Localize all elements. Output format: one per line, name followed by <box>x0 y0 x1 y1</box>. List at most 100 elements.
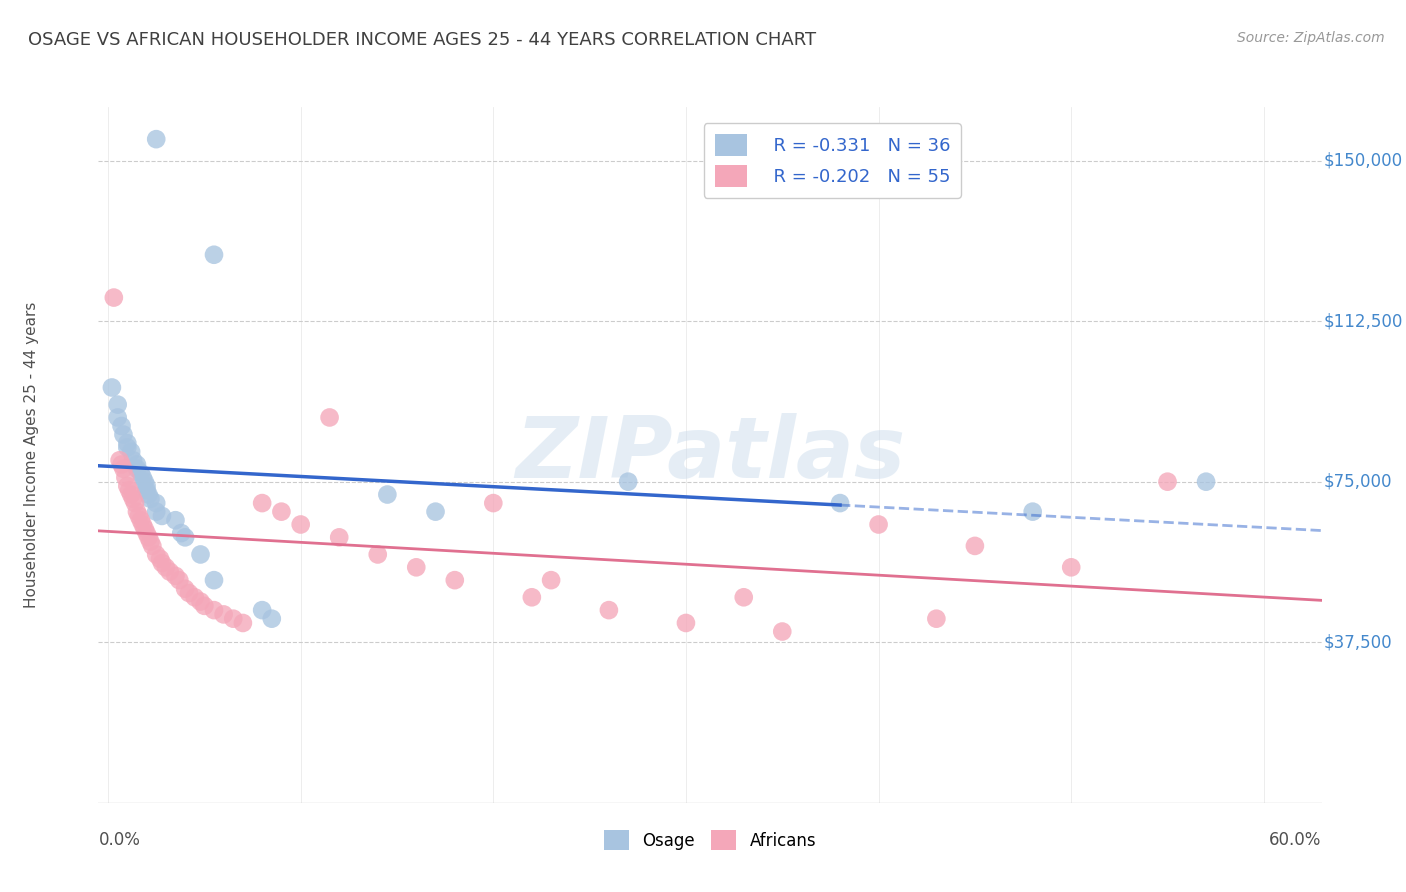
Point <box>117 479 139 493</box>
Point <box>193 599 215 613</box>
Point <box>212 607 235 622</box>
Point <box>125 458 148 472</box>
Point <box>169 573 191 587</box>
Point <box>117 441 139 455</box>
Point <box>250 603 273 617</box>
Point <box>129 466 152 480</box>
Point <box>124 496 146 510</box>
Text: OSAGE VS AFRICAN HOUSEHOLDER INCOME AGES 25 - 44 YEARS CORRELATION CHART: OSAGE VS AFRICAN HOUSEHOLDER INCOME AGES… <box>28 31 817 49</box>
Point <box>101 380 124 394</box>
Point <box>117 436 139 450</box>
Point <box>145 132 167 146</box>
Point <box>828 496 851 510</box>
Point <box>108 453 131 467</box>
Point <box>174 530 197 544</box>
Point <box>112 462 135 476</box>
Point <box>138 530 160 544</box>
Point <box>170 526 193 541</box>
Text: 60.0%: 60.0% <box>1270 830 1322 848</box>
Point <box>425 505 447 519</box>
Point <box>232 615 254 630</box>
Point <box>114 470 136 484</box>
Point <box>443 573 465 587</box>
Point <box>367 548 389 562</box>
Point <box>107 410 129 425</box>
Point <box>925 612 948 626</box>
Point <box>110 458 132 472</box>
Point <box>174 582 197 596</box>
Point <box>141 539 163 553</box>
Point <box>150 508 173 523</box>
Point <box>128 508 150 523</box>
Point <box>482 496 505 510</box>
Point <box>107 398 129 412</box>
Point <box>675 615 697 630</box>
Point <box>110 419 132 434</box>
Point <box>150 556 173 570</box>
Point <box>963 539 986 553</box>
Point <box>1060 560 1083 574</box>
Point <box>135 483 157 498</box>
Point <box>868 517 890 532</box>
Point <box>190 594 212 608</box>
Point <box>159 565 181 579</box>
Point <box>120 444 142 458</box>
Text: $37,500: $37,500 <box>1324 633 1393 651</box>
Point <box>139 491 162 506</box>
Point <box>145 548 167 562</box>
Text: $112,500: $112,500 <box>1324 312 1403 330</box>
Point <box>617 475 640 489</box>
Point <box>770 624 793 639</box>
Point <box>540 573 562 587</box>
Point <box>202 573 225 587</box>
Point <box>125 505 148 519</box>
Point <box>1195 475 1218 489</box>
Point <box>112 427 135 442</box>
Point <box>165 513 187 527</box>
Text: $150,000: $150,000 <box>1324 152 1403 169</box>
Text: 0.0%: 0.0% <box>98 830 141 848</box>
Point <box>250 496 273 510</box>
Point <box>135 526 157 541</box>
Point <box>149 551 172 566</box>
Point <box>120 487 142 501</box>
Point <box>270 505 292 519</box>
Point <box>122 491 145 506</box>
Point <box>138 487 160 501</box>
Point <box>145 505 167 519</box>
Point <box>328 530 350 544</box>
Point <box>222 612 245 626</box>
Point <box>155 560 177 574</box>
Point <box>1021 505 1043 519</box>
Point <box>290 517 312 532</box>
Text: Householder Income Ages 25 - 44 years: Householder Income Ages 25 - 44 years <box>24 301 38 608</box>
Point <box>125 462 148 476</box>
Point <box>1156 475 1178 489</box>
Text: ZIPatlas: ZIPatlas <box>515 413 905 497</box>
Point <box>318 410 340 425</box>
Point <box>134 475 156 489</box>
Point <box>598 603 620 617</box>
Point <box>377 487 399 501</box>
Point <box>190 548 212 562</box>
Text: Source: ZipAtlas.com: Source: ZipAtlas.com <box>1237 31 1385 45</box>
Point <box>132 470 155 484</box>
Point <box>139 534 162 549</box>
Point <box>177 586 200 600</box>
Point <box>135 479 157 493</box>
Point <box>733 591 755 605</box>
Legend: Osage, Africans: Osage, Africans <box>598 823 823 857</box>
Text: $75,000: $75,000 <box>1324 473 1392 491</box>
Point <box>122 453 145 467</box>
Point <box>145 496 167 510</box>
Point <box>405 560 427 574</box>
Point <box>165 569 187 583</box>
Point <box>202 248 225 262</box>
Point <box>520 591 543 605</box>
Point <box>118 483 141 498</box>
Point <box>260 612 283 626</box>
Point <box>129 513 152 527</box>
Point <box>103 291 125 305</box>
Point <box>132 517 155 532</box>
Point <box>184 591 207 605</box>
